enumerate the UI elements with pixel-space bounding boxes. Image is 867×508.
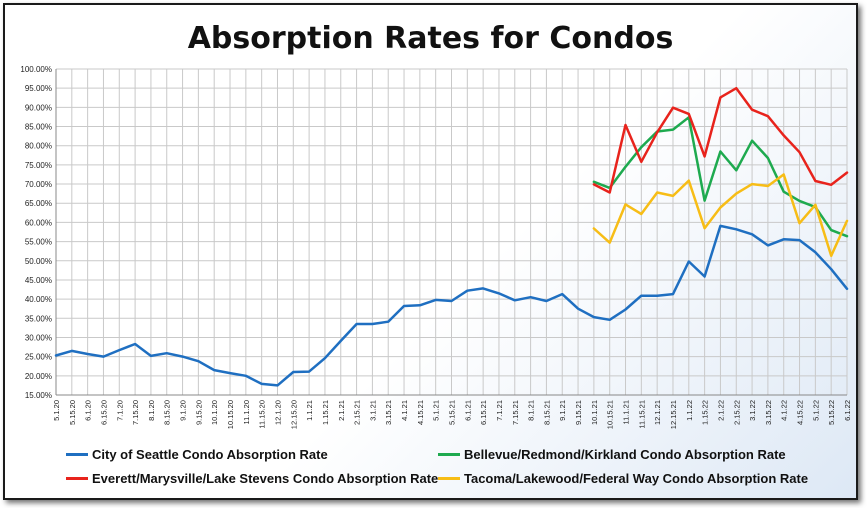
x-tick-label: 6.1.22 xyxy=(843,400,852,421)
x-tick-label: 6.15.20 xyxy=(99,400,108,425)
series-line-seattle xyxy=(54,224,849,387)
x-tick-label: 11.1.21 xyxy=(622,400,631,424)
x-tick-label: 6.15.21 xyxy=(479,400,488,425)
x-tick-label: 8.15.21 xyxy=(542,400,551,425)
y-tick-label: 20.00% xyxy=(25,372,52,381)
y-tick-label: 40.00% xyxy=(25,295,52,304)
x-tick-label: 8.15.20 xyxy=(163,400,172,425)
x-tick-label: 4.1.22 xyxy=(780,400,789,421)
x-tick-label: 7.1.20 xyxy=(115,400,124,421)
x-tick-label: 3.15.21 xyxy=(384,400,393,425)
x-tick-label: 1.1.21 xyxy=(305,400,314,421)
x-tick-label: 1.15.21 xyxy=(321,400,330,425)
x-tick-label: 9.1.20 xyxy=(179,400,188,421)
series-lines xyxy=(54,86,849,387)
chart-frame: Absorption Rates for Condos xyxy=(3,3,858,500)
legend-label-tacoma: Tacoma/Lakewood/Federal Way Condo Absorp… xyxy=(464,471,809,486)
legend-label-bellevue: Bellevue/Redmond/Kirkland Condo Absorpti… xyxy=(464,447,786,462)
legend-swatch-tacoma xyxy=(438,477,460,480)
x-tick-label: 2.1.22 xyxy=(716,400,725,421)
series-line-bellevue xyxy=(592,116,849,238)
x-tick-label: 5.1.20 xyxy=(52,400,61,421)
x-tick-label: 7.1.21 xyxy=(495,400,504,421)
legend-swatch-seattle xyxy=(66,453,88,456)
x-tick-label: 5.1.21 xyxy=(432,400,441,421)
x-tick-label: 12.15.20 xyxy=(289,400,298,429)
x-tick-label: 5.15.22 xyxy=(827,400,836,425)
y-tick-label: 25.00% xyxy=(25,353,52,362)
legend-item-seattle: City of Seattle Condo Absorption Rate xyxy=(66,447,328,462)
y-tick-label: 65.00% xyxy=(25,199,52,208)
x-tick-label: 8.1.21 xyxy=(527,400,536,421)
legend-item-everett: Everett/Marysville/Lake Stevens Condo Ab… xyxy=(66,471,438,486)
y-tick-label: 95.00% xyxy=(25,84,52,93)
x-tick-label: 2.1.21 xyxy=(337,400,346,421)
series-line-tacoma xyxy=(592,173,849,258)
series-line-everett xyxy=(592,86,849,194)
x-tick-label: 11.15.21 xyxy=(637,400,646,429)
y-tick-label: 100.00% xyxy=(20,65,52,74)
x-tick-label: 11.15.20 xyxy=(258,400,267,429)
x-tick-label: 5.15.20 xyxy=(68,400,77,425)
y-tick-label: 85.00% xyxy=(25,123,52,132)
y-tick-label: 50.00% xyxy=(25,257,52,266)
x-tick-label: 7.15.20 xyxy=(131,400,140,425)
x-tick-label: 5.1.22 xyxy=(811,400,820,421)
x-tick-label: 10.1.20 xyxy=(210,400,219,425)
x-tick-label: 9.15.20 xyxy=(194,400,203,425)
legend-item-tacoma: Tacoma/Lakewood/Federal Way Condo Absorp… xyxy=(438,471,808,486)
x-tick-label: 5.15.21 xyxy=(448,400,457,425)
x-tick-label: 12.1.21 xyxy=(653,400,662,425)
x-tick-label: 3.15.22 xyxy=(764,400,773,425)
x-tick-label: 12.1.20 xyxy=(273,400,282,425)
legend-swatch-everett xyxy=(66,477,88,480)
x-tick-label: 12.15.21 xyxy=(669,400,678,429)
y-tick-label: 45.00% xyxy=(25,276,52,285)
x-tick-label: 6.1.21 xyxy=(463,400,472,421)
chart-title: Absorption Rates for Condos xyxy=(187,21,674,56)
grid-lines xyxy=(55,68,848,396)
y-tick-label: 70.00% xyxy=(25,180,52,189)
legend-label-seattle: City of Seattle Condo Absorption Rate xyxy=(92,447,328,462)
y-tick-label: 55.00% xyxy=(25,238,52,247)
x-tick-label: 8.1.20 xyxy=(147,400,156,421)
x-tick-label: 4.1.21 xyxy=(400,400,409,421)
x-tick-label: 11.1.20 xyxy=(242,400,251,424)
y-tick-label: 15.00% xyxy=(25,391,52,400)
x-tick-label: 1.1.22 xyxy=(685,400,694,421)
x-tick-label: 1.15.22 xyxy=(701,400,710,425)
x-tick-label: 2.15.21 xyxy=(353,400,362,425)
legend-label-everett: Everett/Marysville/Lake Stevens Condo Ab… xyxy=(92,471,439,486)
x-tick-label: 10.15.20 xyxy=(226,400,235,429)
x-tick-label: 7.15.21 xyxy=(511,400,520,425)
x-tick-label: 6.1.20 xyxy=(84,400,93,421)
y-tick-label: 60.00% xyxy=(25,218,52,227)
x-tick-label: 4.15.22 xyxy=(796,400,805,425)
x-tick-label: 2.15.22 xyxy=(732,400,741,425)
x-tick-label: 10.1.21 xyxy=(590,400,599,425)
x-tick-label: 10.15.21 xyxy=(606,400,615,429)
legend-item-bellevue: Bellevue/Redmond/Kirkland Condo Absorpti… xyxy=(438,447,786,462)
axis-labels: 15.00% 20.00% 25.00% 30.00% 35.00% 40.00% 45.0… xyxy=(20,65,852,429)
legend-swatch-bellevue xyxy=(438,453,460,456)
x-tick-label: 3.1.22 xyxy=(748,400,757,421)
x-tick-label: 9.1.21 xyxy=(558,400,567,421)
y-tick-label: 30.00% xyxy=(25,333,52,342)
y-tick-label: 75.00% xyxy=(25,161,52,170)
y-tick-label: 90.00% xyxy=(25,103,52,112)
y-tick-label: 80.00% xyxy=(25,142,52,151)
x-tick-label: 3.1.21 xyxy=(368,400,377,421)
x-tick-label: 4.15.21 xyxy=(416,400,425,425)
y-tick-label: 35.00% xyxy=(25,314,52,323)
x-tick-label: 9.15.21 xyxy=(574,400,583,425)
